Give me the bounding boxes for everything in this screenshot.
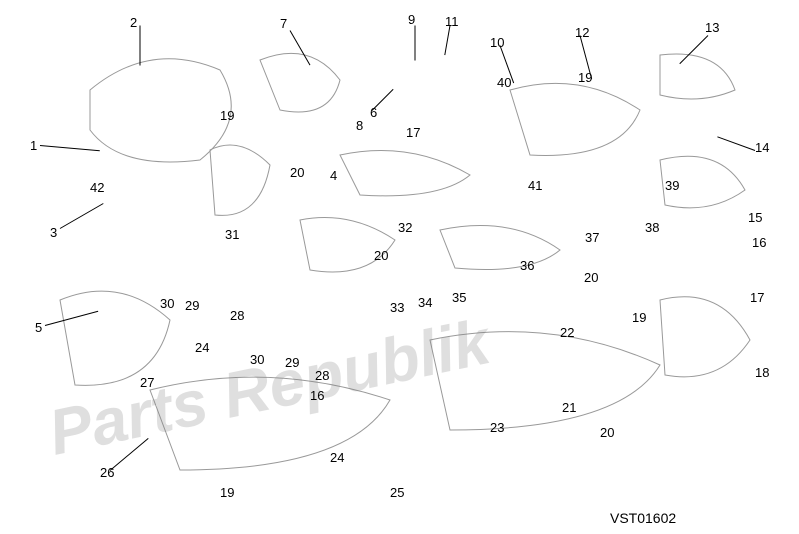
callout-22: 22 <box>560 325 574 340</box>
callout-28: 28 <box>315 368 329 383</box>
callout-42: 42 <box>90 180 104 195</box>
callout-2: 2 <box>130 15 137 30</box>
callout-20: 20 <box>290 165 304 180</box>
callout-8: 8 <box>356 118 363 133</box>
callout-27: 27 <box>140 375 154 390</box>
callout-32: 32 <box>398 220 412 235</box>
callout-31: 31 <box>225 227 239 242</box>
callout-41: 41 <box>528 178 542 193</box>
parts-diagram: 1234567891011121314151616171718191919192… <box>0 0 799 534</box>
callout-3: 3 <box>50 225 57 240</box>
callout-17: 17 <box>406 125 420 140</box>
callout-30: 30 <box>160 296 174 311</box>
callout-11: 11 <box>445 14 459 29</box>
callout-16: 16 <box>752 235 766 250</box>
callout-28: 28 <box>230 308 244 323</box>
callout-20: 20 <box>600 425 614 440</box>
callout-24: 24 <box>330 450 344 465</box>
callout-17: 17 <box>750 290 764 305</box>
callout-19: 19 <box>578 70 592 85</box>
callout-36: 36 <box>520 258 534 273</box>
callout-line <box>415 26 416 61</box>
callout-35: 35 <box>452 290 466 305</box>
callout-23: 23 <box>490 420 504 435</box>
callout-15: 15 <box>748 210 762 225</box>
callout-24: 24 <box>195 340 209 355</box>
callout-19: 19 <box>220 108 234 123</box>
callout-13: 13 <box>705 20 719 35</box>
callout-39: 39 <box>665 178 679 193</box>
callout-30: 30 <box>250 352 264 367</box>
callout-19: 19 <box>632 310 646 325</box>
diagram-linework <box>0 0 799 534</box>
callout-40: 40 <box>497 75 511 90</box>
callout-4: 4 <box>330 168 337 183</box>
callout-14: 14 <box>755 140 769 155</box>
callout-1: 1 <box>30 138 37 153</box>
callout-line <box>140 26 141 66</box>
callout-37: 37 <box>585 230 599 245</box>
callout-20: 20 <box>374 248 388 263</box>
callout-9: 9 <box>408 12 415 27</box>
callout-33: 33 <box>390 300 404 315</box>
callout-38: 38 <box>645 220 659 235</box>
callout-16: 16 <box>310 388 324 403</box>
callout-20: 20 <box>584 270 598 285</box>
callout-29: 29 <box>285 355 299 370</box>
callout-6: 6 <box>370 105 377 120</box>
callout-34: 34 <box>418 295 432 310</box>
callout-10: 10 <box>490 35 504 50</box>
callout-25: 25 <box>390 485 404 500</box>
callout-5: 5 <box>35 320 42 335</box>
callout-19: 19 <box>220 485 234 500</box>
callout-29: 29 <box>185 298 199 313</box>
drawing-id-label: VST01602 <box>610 510 676 526</box>
callout-18: 18 <box>755 365 769 380</box>
callout-7: 7 <box>280 16 287 31</box>
callout-21: 21 <box>562 400 576 415</box>
callout-12: 12 <box>575 25 589 40</box>
callout-26: 26 <box>100 465 114 480</box>
